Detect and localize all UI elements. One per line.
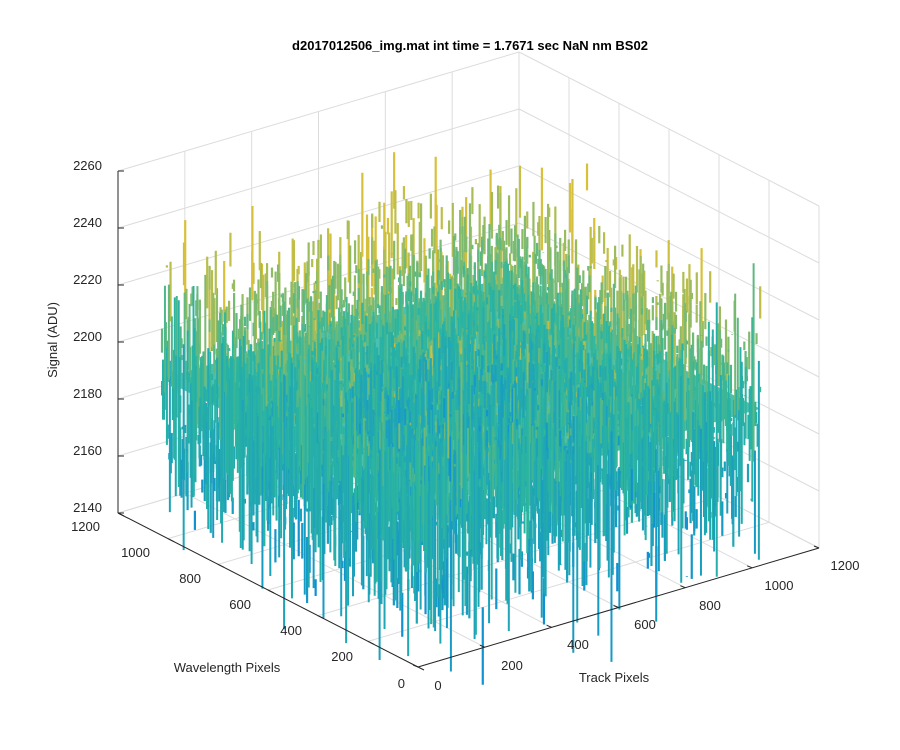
side-wall-grid-line bbox=[518, 108, 820, 264]
chart-title: d2017012506_img.mat int time = 1.7671 se… bbox=[292, 38, 648, 53]
back-wall-grid-line bbox=[117, 51, 520, 172]
back-wall-grid-line bbox=[117, 108, 520, 229]
surface-mesh bbox=[160, 152, 762, 685]
side-wall-grid-line bbox=[518, 51, 820, 207]
